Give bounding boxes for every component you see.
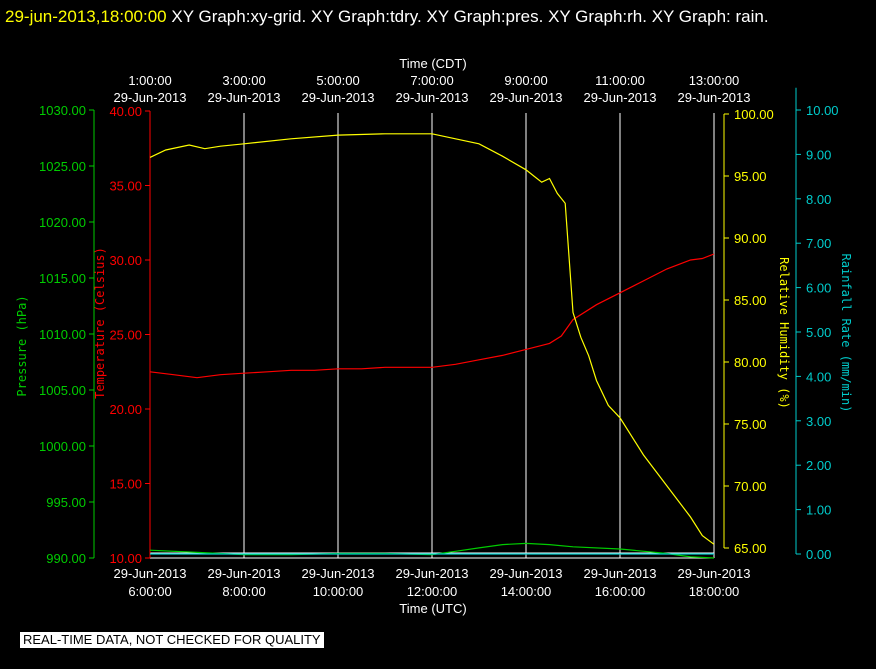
rain-tick-label: 6.00 [806, 281, 831, 296]
top-tick-time: 5:00:00 [316, 73, 359, 88]
bottom-tick-time: 8:00:00 [222, 584, 265, 599]
bottom-tick-time: 6:00:00 [128, 584, 171, 599]
rain-axis-label: Rainfall Rate (mm/min) [839, 254, 853, 413]
humidity-tick-label: 100.00 [734, 107, 774, 122]
temperature-tick-label: 15.00 [109, 477, 142, 492]
pressure-tick-label: 1020.00 [39, 215, 86, 230]
temperature-tick-label: 35.00 [109, 179, 142, 194]
top-tick-date: 29-Jun-2013 [114, 90, 187, 105]
top-tick-time: 3:00:00 [222, 73, 265, 88]
pressure-axis-label: Pressure (hPa) [15, 295, 29, 396]
bottom-tick-date: 29-Jun-2013 [678, 566, 751, 581]
bottom-tick-date: 29-Jun-2013 [208, 566, 281, 581]
humidity-tick-label: 65.00 [734, 541, 767, 556]
rain-tick-label: 4.00 [806, 369, 831, 384]
rain-tick-label: 5.00 [806, 325, 831, 340]
top-tick-date: 29-Jun-2013 [396, 90, 469, 105]
bottom-tick-date: 29-Jun-2013 [396, 566, 469, 581]
top-tick-date: 29-Jun-2013 [302, 90, 375, 105]
bottom-tick-date: 29-Jun-2013 [490, 566, 563, 581]
top-axis-label: Time (CDT) [399, 56, 466, 71]
bottom-axis-label: Time (UTC) [399, 601, 466, 616]
pressure-tick-label: 1000.00 [39, 439, 86, 454]
rain-tick-label: 1.00 [806, 503, 831, 518]
pressure-tick-label: 995.00 [46, 495, 86, 510]
humidity-axis-label: Relative Humidity (%) [777, 257, 791, 409]
rain-tick-label: 0.00 [806, 547, 831, 562]
top-tick-time: 13:00:00 [689, 73, 740, 88]
rain-tick-label: 7.00 [806, 236, 831, 251]
pressure-tick-label: 990.00 [46, 551, 86, 566]
chart-title: 29-jun-2013,18:00:00 XY Graph:xy-grid. X… [5, 3, 865, 31]
title-timestamp: 29-jun-2013,18:00:00 [5, 7, 167, 26]
humidity-tick-label: 95.00 [734, 169, 767, 184]
rain-tick-label: 2.00 [806, 458, 831, 473]
bottom-tick-time: 16:00:00 [595, 584, 646, 599]
bottom-tick-time: 18:00:00 [689, 584, 740, 599]
rain-tick-label: 9.00 [806, 147, 831, 162]
humidity-tick-label: 80.00 [734, 355, 767, 370]
temperature-tick-label: 10.00 [109, 551, 142, 566]
pressure-tick-label: 1015.00 [39, 271, 86, 286]
temperature-tick-label: 30.00 [109, 253, 142, 268]
grid [149, 113, 715, 559]
pressure-tick-label: 1005.00 [39, 383, 86, 398]
humidity-tick-label: 75.00 [734, 417, 767, 432]
top-tick-date: 29-Jun-2013 [490, 90, 563, 105]
top-tick-time: 11:00:00 [595, 73, 645, 88]
humidity-tick-label: 85.00 [734, 293, 767, 308]
quality-notice: REAL-TIME DATA, NOT CHECKED FOR QUALITY [20, 632, 324, 648]
title-text: XY Graph:xy-grid. XY Graph:tdry. XY Grap… [171, 7, 769, 26]
top-tick-time: 1:00:00 [128, 73, 171, 88]
temperature-tick-label: 20.00 [109, 402, 142, 417]
bottom-tick-date: 29-Jun-2013 [584, 566, 657, 581]
rain-tick-label: 3.00 [806, 414, 831, 429]
rain-tick-label: 10.00 [806, 103, 839, 118]
top-tick-date: 29-Jun-2013 [584, 90, 657, 105]
pressure-tick-label: 1010.00 [39, 327, 86, 342]
temperature-tick-label: 40.00 [109, 104, 142, 119]
bottom-tick-time: 12:00:00 [407, 584, 458, 599]
top-tick-time: 7:00:00 [410, 73, 453, 88]
temperature-tick-label: 25.00 [109, 328, 142, 343]
humidity-tick-label: 70.00 [734, 479, 767, 494]
bottom-tick-time: 14:00:00 [501, 584, 552, 599]
top-tick-date: 29-Jun-2013 [208, 90, 281, 105]
axes: 29-Jun-2013 6:00:00 29-Jun-2013 8:00:00 29-J… [39, 73, 839, 599]
bottom-tick-date: 29-Jun-2013 [302, 566, 375, 581]
humidity-line [149, 133, 715, 545]
series [149, 133, 715, 559]
bottom-tick-time: 10:00:00 [313, 584, 364, 599]
pressure-tick-label: 1030.00 [39, 103, 86, 118]
pressure-tick-label: 1025.00 [39, 159, 86, 174]
top-tick-time: 9:00:00 [504, 73, 547, 88]
bottom-tick-date: 29-Jun-2013 [114, 566, 187, 581]
rain-tick-label: 8.00 [806, 192, 831, 207]
temperature-axis-label: Temperature (Celsius) [93, 247, 107, 399]
top-tick-date: 29-Jun-2013 [678, 90, 751, 105]
humidity-tick-label: 90.00 [734, 231, 767, 246]
temperature-line [149, 253, 715, 379]
